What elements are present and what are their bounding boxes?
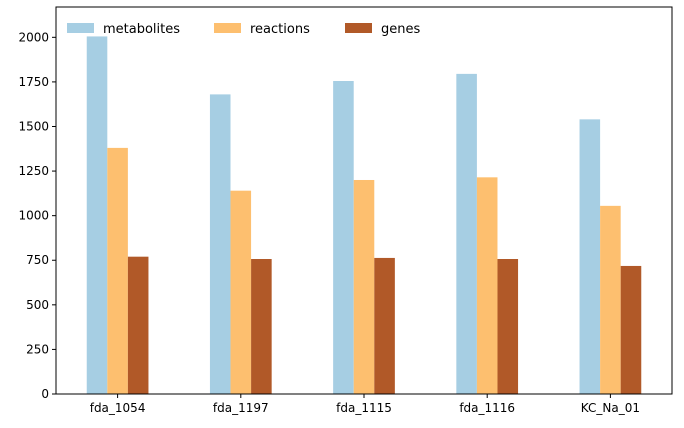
x-tick-label-KC_Na_01: KC_Na_01	[581, 401, 640, 415]
bar-genes-KC_Na_01	[620, 265, 642, 394]
bar-reactions-KC_Na_01	[600, 205, 621, 394]
y-tick-label-750: 750	[26, 253, 49, 267]
legend: metabolites reactions genes	[67, 22, 420, 37]
legend-swatch-metabolites	[67, 23, 94, 33]
bar-genes-fda_1054	[127, 256, 149, 394]
axes-layer: fda_1054 fda_1197 fda_1115 fda_1116 KC_Na_01…	[18, 6, 673, 415]
x-tick-label-fda_1197: fda_1197	[213, 401, 269, 415]
y-tick-label-0: 0	[41, 387, 49, 401]
bars-layer	[86, 36, 642, 395]
legend-label-metabolites: metabolites	[103, 22, 180, 37]
legend-swatch-genes	[345, 23, 372, 33]
y-tick-label-1500: 1500	[18, 119, 49, 133]
x-tick-label-fda_1115: fda_1115	[336, 401, 392, 415]
bar-genes-fda_1115	[374, 257, 395, 394]
legend-label-reactions: reactions	[250, 22, 310, 37]
x-tick-label-fda_1116: fda_1116	[459, 401, 515, 415]
bar-reactions-fda_1116	[476, 177, 498, 394]
legend-swatch-reactions	[214, 23, 241, 33]
bar-metabolites-fda_1197	[209, 94, 231, 394]
y-tick-label-1250: 1250	[18, 164, 49, 178]
bar-genes-fda_1116	[497, 259, 519, 394]
y-tick-label-250: 250	[26, 342, 49, 356]
y-tick-label-1000: 1000	[18, 209, 49, 223]
bar-metabolites-KC_Na_01	[579, 119, 601, 394]
bar-metabolites-fda_1054	[86, 36, 108, 395]
y-tick-label-2000: 2000	[18, 30, 49, 44]
plot-frame	[55, 6, 673, 395]
bar-metabolites-fda_1115	[333, 81, 354, 394]
bar-reactions-fda_1197	[230, 190, 252, 394]
legend-label-genes: genes	[381, 22, 420, 37]
y-tick-label-1750: 1750	[18, 75, 49, 89]
x-tick-label-fda_1054: fda_1054	[90, 401, 146, 415]
bar-metabolites-fda_1116	[456, 73, 477, 394]
bar-reactions-fda_1054	[107, 147, 128, 394]
bar-reactions-fda_1115	[353, 179, 375, 394]
bar-genes-fda_1197	[251, 259, 272, 394]
y-tick-label-500: 500	[26, 298, 49, 312]
